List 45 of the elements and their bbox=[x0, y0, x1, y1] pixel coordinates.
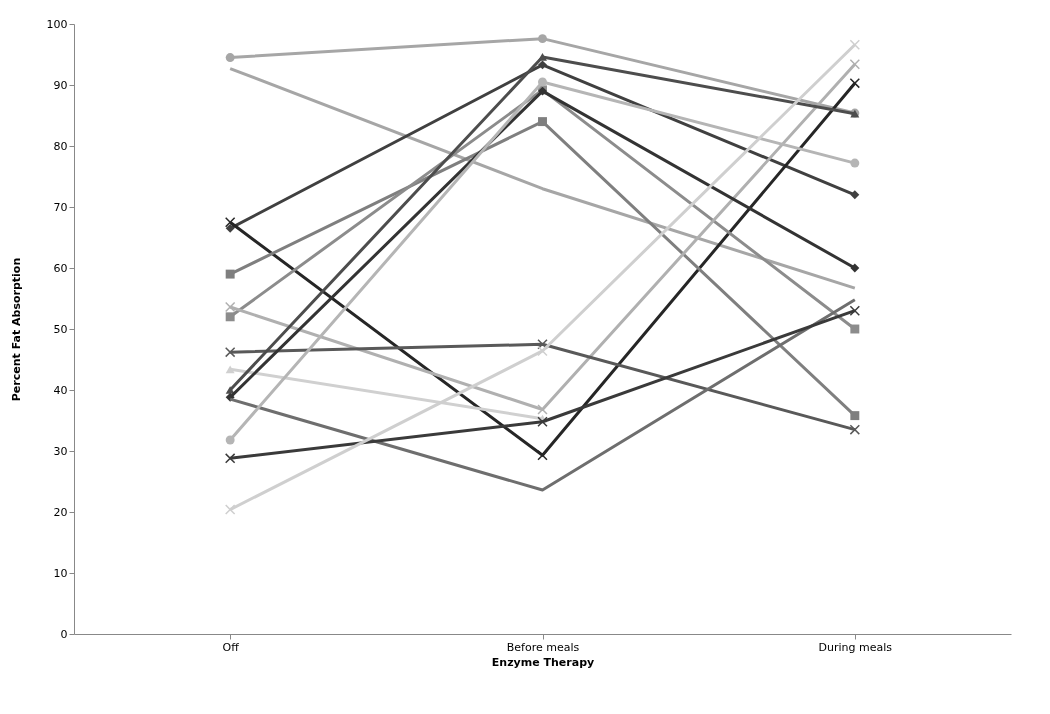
y-tick-label: 0 bbox=[60, 627, 68, 641]
point bbox=[850, 324, 860, 334]
point bbox=[538, 77, 547, 87]
y-tick-label: 10 bbox=[53, 566, 68, 580]
point bbox=[538, 60, 547, 70]
point bbox=[225, 53, 235, 63]
y-tick-label: 30 bbox=[53, 444, 68, 458]
point bbox=[224, 453, 236, 464]
point bbox=[538, 53, 547, 61]
point bbox=[224, 346, 236, 358]
y-tick-label: 70 bbox=[53, 200, 68, 214]
point bbox=[537, 339, 548, 350]
point bbox=[225, 312, 235, 322]
point bbox=[850, 263, 860, 273]
point bbox=[537, 450, 548, 461]
point bbox=[537, 345, 548, 357]
x-axis-title: Enzyme Therapy bbox=[491, 655, 595, 669]
x-tick-label: Before meals bbox=[506, 640, 580, 654]
point bbox=[225, 223, 235, 233]
point bbox=[225, 269, 235, 279]
point bbox=[224, 217, 236, 228]
point bbox=[225, 435, 235, 445]
x-tick-label: Off bbox=[222, 640, 240, 654]
point bbox=[538, 34, 547, 44]
y-tick-label: 90 bbox=[53, 78, 68, 92]
y-tick-label: 20 bbox=[53, 505, 68, 519]
point bbox=[849, 39, 861, 50]
point bbox=[850, 411, 860, 421]
x-tick-label: During meals bbox=[818, 640, 893, 654]
y-tick-label: 60 bbox=[53, 261, 68, 275]
y-axis-title: Percent Fat Absorption bbox=[9, 257, 23, 402]
point bbox=[849, 77, 861, 89]
y-tick-label: 50 bbox=[53, 322, 68, 336]
point bbox=[850, 158, 860, 168]
point bbox=[849, 305, 861, 316]
point bbox=[537, 404, 548, 415]
point bbox=[224, 301, 236, 313]
y-tick-label: 100 bbox=[46, 17, 68, 31]
y-tick-label: 80 bbox=[53, 139, 68, 153]
point bbox=[224, 504, 236, 515]
point bbox=[850, 190, 860, 200]
point bbox=[849, 59, 861, 70]
point bbox=[538, 117, 547, 127]
point bbox=[849, 424, 861, 435]
y-tick-label: 40 bbox=[53, 383, 68, 397]
